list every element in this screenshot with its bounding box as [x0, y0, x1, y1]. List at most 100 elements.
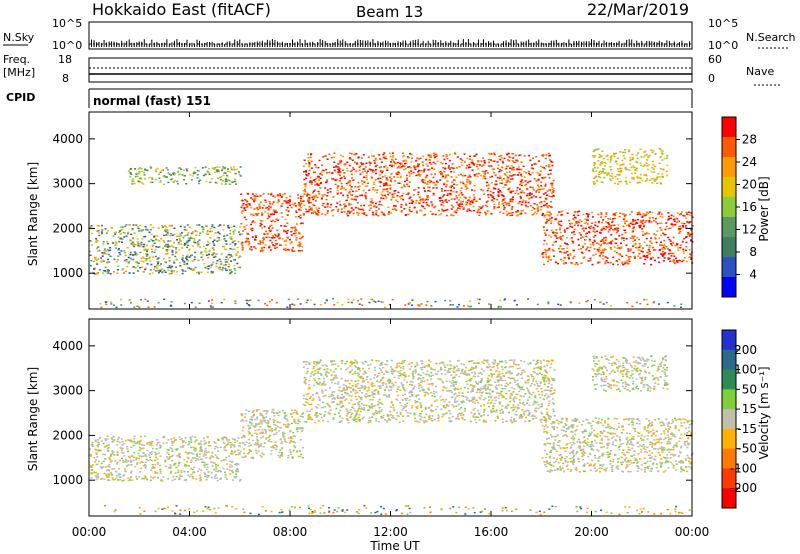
echo-cell	[650, 242, 653, 244]
echo-cell	[476, 165, 479, 168]
echo-cell	[286, 229, 289, 232]
echo-cell	[205, 247, 207, 250]
echo-cell	[205, 180, 208, 183]
echo-cell	[239, 450, 242, 453]
echo-cell	[459, 196, 462, 199]
echo-cell	[125, 224, 128, 226]
echo-cell	[422, 201, 425, 204]
echo-cell	[343, 204, 346, 206]
echo-cell	[164, 271, 167, 273]
echo-cell	[280, 212, 283, 214]
echo-cell	[434, 213, 437, 216]
echo-cell	[210, 178, 213, 180]
echo-cell	[283, 230, 285, 233]
echo-cell	[371, 169, 374, 171]
echo-cell	[242, 426, 245, 428]
echo-cell	[384, 165, 387, 167]
echo-cell	[574, 263, 577, 266]
echo-cell	[689, 253, 692, 255]
echo-cell	[256, 214, 259, 216]
echo-cell	[256, 410, 258, 412]
echo-cell	[610, 157, 613, 159]
echo-cell	[287, 426, 289, 428]
echo-cell	[520, 210, 523, 212]
echo-cell	[269, 249, 272, 251]
echo-cell	[349, 157, 352, 159]
echo-cell	[508, 187, 511, 190]
echo-cell	[151, 240, 154, 242]
echo-cell	[121, 452, 124, 454]
echo-cell	[116, 461, 119, 464]
echo-cell	[392, 159, 394, 161]
echo-cell	[665, 170, 668, 173]
echo-cell	[672, 259, 675, 261]
echo-cell	[96, 473, 99, 475]
echo-cell	[612, 218, 614, 220]
echo-cell	[252, 409, 255, 412]
echo-cell	[686, 221, 689, 223]
echo-cell	[289, 239, 291, 241]
echo-cell	[139, 181, 142, 183]
echo-cell	[106, 248, 109, 251]
echo-cell	[407, 303, 410, 305]
echo-cell	[612, 214, 615, 216]
echo-cell	[164, 460, 167, 463]
echo-cell	[135, 173, 138, 176]
echo-cell	[461, 175, 464, 177]
echo-cell	[475, 153, 478, 156]
echo-cell	[273, 213, 275, 215]
echo-cell	[405, 162, 408, 165]
echo-cell	[602, 157, 605, 160]
echo-cell	[192, 245, 194, 247]
echo-cell	[184, 463, 187, 466]
echo-cell	[482, 189, 485, 192]
echo-cell	[425, 163, 428, 165]
echo-cell	[473, 155, 476, 157]
echo-cell	[508, 171, 511, 173]
echo-cell	[396, 173, 399, 176]
freq-unit: [MHz]	[3, 66, 35, 79]
echo-cell	[186, 453, 189, 455]
echo-cell	[203, 472, 206, 474]
echo-cell	[655, 178, 658, 181]
echo-cell	[244, 199, 246, 201]
echo-cell	[320, 198, 323, 200]
echo-cell	[548, 189, 551, 191]
echo-cell	[173, 271, 176, 273]
echo-cell	[216, 240, 219, 242]
echo-cell	[222, 267, 224, 269]
echo-cell	[319, 173, 322, 175]
echo-cell	[188, 475, 191, 478]
echo-cell	[237, 240, 240, 243]
echo-cell	[298, 245, 301, 247]
echo-cell	[336, 193, 339, 196]
echo-cell	[186, 234, 189, 236]
echo-cell	[512, 169, 515, 171]
echo-cell	[602, 240, 605, 243]
echo-cell	[689, 221, 691, 223]
echo-cell	[102, 253, 105, 255]
echo-cell	[266, 411, 269, 413]
echo-cell	[117, 236, 120, 239]
echo-cell	[193, 448, 196, 451]
echo-cell	[436, 160, 439, 162]
echo-cell	[231, 444, 234, 446]
echo-cell	[240, 420, 243, 422]
echo-cell	[132, 238, 134, 240]
echo-cell	[118, 251, 121, 254]
echo-cell	[374, 157, 377, 160]
echo-cell	[607, 217, 610, 220]
echo-cell	[170, 440, 173, 443]
echo-cell	[500, 182, 503, 185]
echo-cell	[90, 225, 93, 227]
echo-cell	[255, 213, 258, 215]
echo-cell	[279, 193, 282, 195]
echo-cell	[113, 454, 116, 456]
echo-cell	[300, 203, 303, 205]
echo-cell	[304, 191, 307, 193]
echo-cell	[229, 247, 232, 250]
echo-cell	[560, 220, 563, 222]
echo-cell	[204, 473, 206, 475]
echo-cell	[264, 201, 267, 203]
